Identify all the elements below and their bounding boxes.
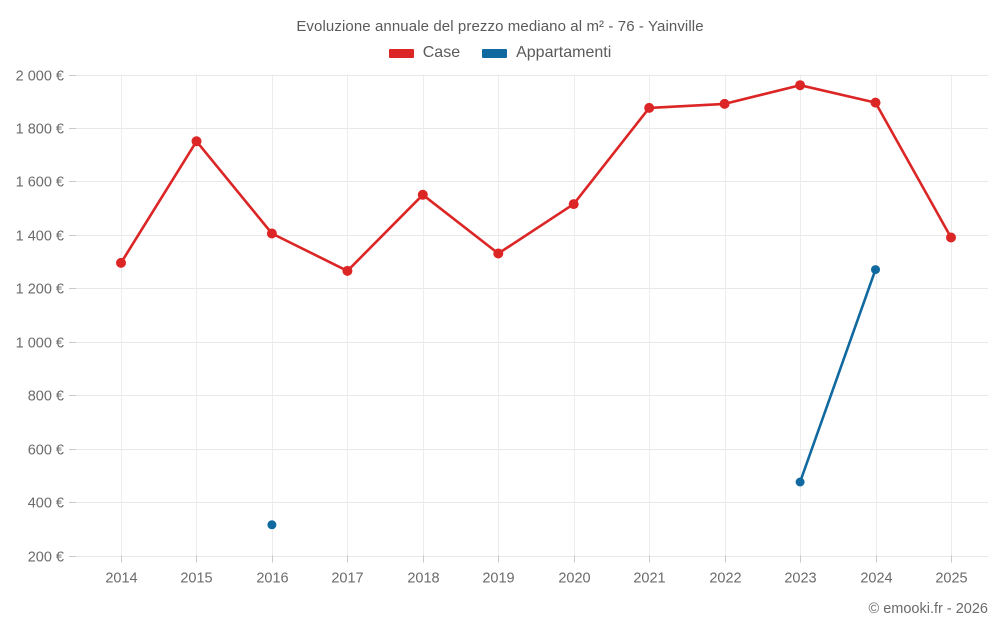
line-swatch-icon (388, 48, 414, 58)
data-point[interactable] (870, 97, 881, 108)
x-axis-tick-label: 2019 (482, 571, 514, 587)
data-point[interactable] (946, 232, 956, 243)
legend-item-appartamenti[interactable]: Appartamenti (482, 44, 611, 62)
x-axis-tick-label: 2018 (407, 571, 439, 587)
x-axis-ticks: 2014 2015 2016 2017 2018 2019 2020 2021 2022 2023… (105, 571, 967, 587)
y-axis-tick-label: 1 400 € (16, 229, 64, 245)
x-axis-tick-label: 2015 (180, 571, 212, 587)
copyright-credit: © emooki.fr - 2026 (868, 601, 988, 617)
y-axis-tick-label: 1 000 € (16, 336, 64, 352)
data-point[interactable] (644, 102, 655, 113)
y-axis-tick-label: 1 200 € (16, 282, 64, 298)
line-swatch-icon (482, 48, 508, 58)
data-point[interactable] (719, 98, 730, 109)
x-axis-tick-label: 2014 (105, 571, 137, 587)
data-point[interactable] (795, 80, 806, 91)
x-axis-tick-label: 2021 (633, 571, 665, 587)
chart-legend: Case Appartamenti (0, 44, 1000, 62)
series-line-appartamenti (798, 268, 877, 484)
y-axis-tick-label: 600 € (28, 443, 64, 459)
x-axis-tick-label: 2024 (860, 571, 892, 587)
data-point[interactable] (116, 257, 126, 268)
x-axis-tick-label: 2023 (784, 571, 816, 587)
y-axis-tick-label: 200 € (28, 550, 64, 566)
data-point[interactable] (795, 477, 805, 487)
x-axis-tick-label: 2020 (558, 571, 590, 587)
series-line-case (119, 83, 953, 273)
data-point[interactable] (871, 265, 880, 275)
y-axis-ticks: 2 000 € 1 800 € 1 600 € 1 400 € 1 200 € 1 000… (16, 69, 64, 566)
y-axis-tick-label: 1 600 € (16, 175, 64, 191)
grid-layer (69, 74, 988, 563)
data-point[interactable] (191, 136, 202, 147)
y-axis-tick-label: 800 € (28, 389, 64, 405)
data-point[interactable] (266, 228, 277, 239)
legend-item-case[interactable]: Case (388, 44, 461, 62)
page-title: Evoluzione annuale del prezzo mediano al… (296, 18, 704, 35)
x-axis-tick-label: 2017 (331, 571, 363, 587)
data-series-layer (116, 80, 956, 530)
y-axis-tick-label: 400 € (28, 496, 64, 512)
legend-label: Appartamenti (516, 44, 612, 61)
data-point[interactable] (568, 199, 579, 210)
data-point[interactable] (342, 265, 353, 276)
x-axis-tick-label: 2016 (256, 571, 288, 587)
y-axis-tick-label: 2 000 € (16, 69, 64, 85)
x-axis-tick-label: 2022 (709, 571, 741, 587)
data-point[interactable] (267, 520, 277, 530)
data-point[interactable] (493, 248, 504, 259)
legend-label: Case (422, 44, 461, 61)
y-axis-tick-label: 1 800 € (16, 122, 64, 138)
x-axis-tick-label: 2025 (935, 571, 967, 587)
data-point[interactable] (417, 189, 428, 200)
